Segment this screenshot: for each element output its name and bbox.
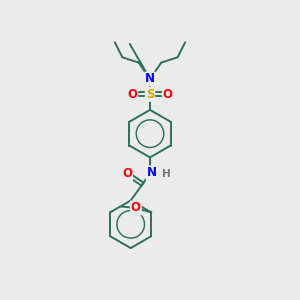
Text: O: O: [163, 88, 173, 101]
Text: S: S: [146, 88, 154, 101]
Text: O: O: [131, 202, 141, 214]
Text: N: N: [146, 167, 157, 179]
Text: O: O: [127, 88, 137, 101]
Text: N: N: [145, 73, 155, 85]
Text: O: O: [122, 167, 132, 180]
Text: H: H: [163, 169, 171, 179]
